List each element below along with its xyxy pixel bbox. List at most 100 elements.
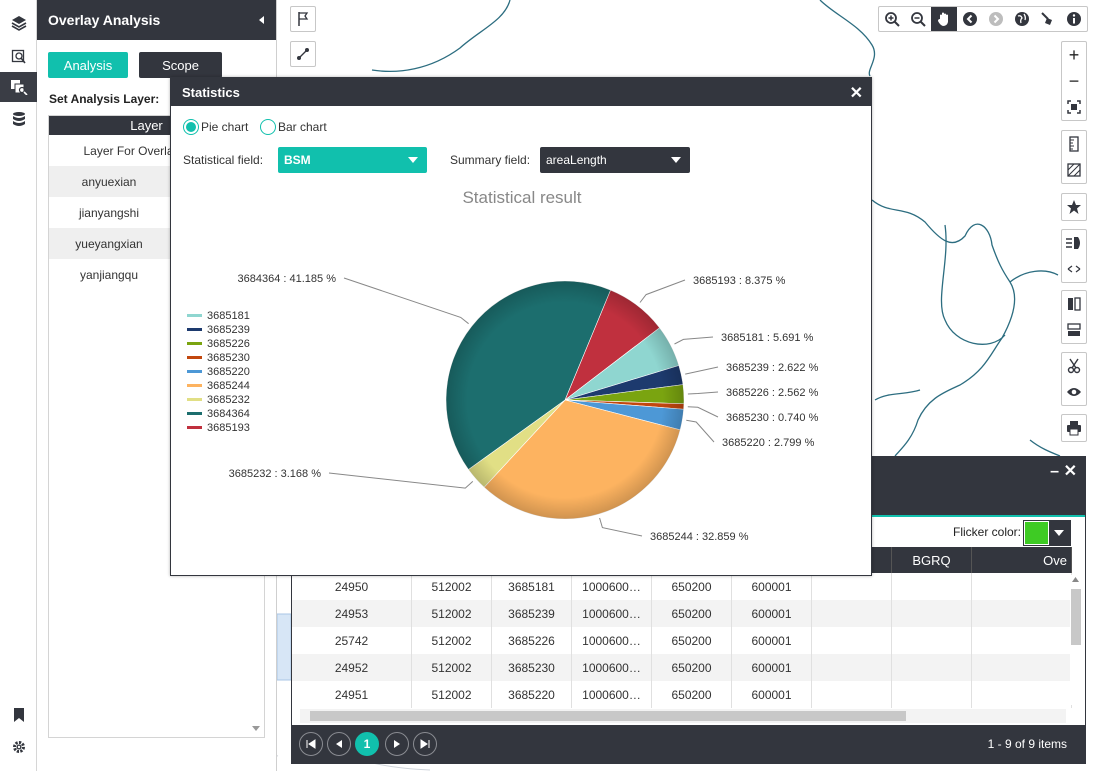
previous-page-button[interactable] [327, 732, 351, 756]
table-cell: 3685230 [492, 654, 572, 681]
table-cell: 512002 [412, 627, 492, 654]
next-page-button[interactable] [385, 732, 409, 756]
scope-tab-button[interactable]: Scope [139, 52, 222, 78]
legend-label[interactable]: 3685239 [207, 324, 250, 336]
flicker-color-picker[interactable] [1023, 520, 1071, 546]
table-cell [812, 573, 892, 600]
zoom-in-icon[interactable] [879, 7, 905, 31]
pan-hand-icon[interactable] [931, 7, 957, 31]
pie-leader-line [674, 336, 714, 345]
first-page-button[interactable] [299, 732, 323, 756]
layers-icon[interactable] [0, 8, 37, 38]
layer-compare-icon[interactable] [1062, 317, 1086, 343]
minimize-icon[interactable]: – [1050, 463, 1059, 480]
horizontal-scrollbar[interactable] [300, 709, 1066, 723]
layer-list-item[interactable]: jianyangshi [78, 205, 140, 220]
flicker-color-swatch[interactable] [1025, 522, 1048, 544]
legend-label[interactable]: 3685220 [207, 366, 250, 378]
bar-chart-radio[interactable]: Bar chart [260, 119, 327, 135]
pie-data-label: 3685226 : 2.562 % [726, 387, 819, 399]
legend-swatch[interactable] [187, 342, 202, 345]
table-row[interactable]: 25742 512002 3685226 1000600… 650200 600001 [292, 627, 1072, 654]
horizontal-scroll-thumb[interactable] [310, 711, 906, 721]
close-statistics-icon[interactable]: ✕ [849, 85, 863, 102]
vertical-scroll-thumb[interactable] [1071, 589, 1081, 645]
scroll-up-arrow-icon[interactable] [1072, 577, 1079, 582]
clear-broom-icon[interactable] [1035, 7, 1061, 31]
close-attribute-table-icon[interactable]: ✕ [1063, 463, 1077, 480]
legend-label[interactable]: 3685230 [207, 352, 250, 364]
pie-chart-radio[interactable]: Pie chart [183, 119, 248, 135]
bookmark-icon[interactable] [0, 700, 37, 730]
current-page-button[interactable]: 1 [355, 732, 379, 756]
legend-label[interactable]: 3685244 [207, 380, 250, 392]
vertical-scrollbar[interactable] [1070, 575, 1081, 705]
table-cell: 650200 [652, 681, 732, 708]
scroll-down-arrow-icon[interactable] [252, 726, 260, 731]
legend-swatch[interactable] [187, 370, 202, 373]
flag-tool-button[interactable] [290, 6, 316, 32]
measure-distance-button[interactable] [290, 41, 316, 67]
pie-data-label: 3685239 : 2.622 % [726, 362, 819, 374]
swipe-arrows-icon[interactable] [1062, 256, 1086, 282]
database-icon[interactable] [0, 104, 37, 134]
ruler-icon[interactable] [1062, 131, 1086, 157]
table-cell: 25742 [292, 627, 412, 654]
radio-selected-icon[interactable] [183, 119, 199, 135]
query-icon[interactable] [0, 42, 37, 72]
statistical-field-select[interactable]: BSM [278, 147, 427, 173]
radio-unselected-icon[interactable] [260, 119, 276, 135]
legend-label[interactable]: 3685181 [207, 310, 250, 322]
legend-label[interactable]: 3685193 [207, 422, 250, 434]
table-cell: 512002 [412, 573, 492, 600]
zoom-out-icon[interactable] [905, 7, 931, 31]
legend-swatch[interactable] [187, 328, 202, 331]
eye-icon[interactable] [1062, 379, 1086, 405]
legend-icon[interactable] [1062, 230, 1086, 256]
table-cell: 650200 [652, 627, 732, 654]
overlay-analysis-icon[interactable] [0, 72, 37, 102]
statistics-dialog-header: Statistics ✕ [171, 78, 871, 106]
scissors-icon[interactable] [1062, 353, 1086, 379]
measure-area-icon[interactable] [1062, 157, 1086, 183]
layer-list-item[interactable]: yanjiangqu [79, 267, 139, 282]
previous-extent-icon[interactable] [957, 7, 983, 31]
legend-swatch[interactable] [187, 314, 202, 317]
print-icon[interactable] [1062, 415, 1086, 441]
split-screen-icon[interactable] [1062, 291, 1086, 317]
zoom-plus-button[interactable]: + [1068, 44, 1080, 65]
table-cell [892, 600, 972, 627]
legend-swatch[interactable] [187, 398, 202, 401]
legend-label[interactable]: 3685232 [207, 394, 250, 406]
star-icon[interactable] [1062, 194, 1086, 220]
column-header-ove[interactable]: Ove [972, 547, 1072, 573]
legend-swatch[interactable] [187, 384, 202, 387]
fit-extent-icon[interactable] [1062, 94, 1086, 120]
next-extent-icon[interactable] [983, 7, 1009, 31]
summary-field-select[interactable]: areaLength [540, 147, 690, 173]
last-page-button[interactable] [413, 732, 437, 756]
table-cell: 24950 [292, 573, 412, 600]
statistics-dialog-title: Statistics [182, 84, 240, 100]
table-row[interactable]: 24952 512002 3685230 1000600… 650200 600001 [292, 654, 1072, 681]
legend-swatch[interactable] [187, 356, 202, 359]
legend-swatch[interactable] [187, 412, 202, 415]
legend-label[interactable]: 3684364 [207, 408, 250, 420]
table-row[interactable]: 24951 512002 3685220 1000600… 650200 600001 [292, 681, 1072, 708]
table-row[interactable]: 24950 512002 3685181 1000600… 650200 600001 [292, 573, 1072, 600]
chevron-down-icon[interactable] [1048, 521, 1070, 545]
column-header-bgrq[interactable]: BGRQ [892, 547, 972, 573]
info-icon[interactable] [1061, 7, 1087, 31]
pie-leader-line [686, 419, 715, 443]
legend-swatch[interactable] [187, 426, 202, 429]
favorites-tool-group [1061, 193, 1087, 221]
zoom-minus-button[interactable]: − [1068, 70, 1080, 91]
table-row[interactable]: 24953 512002 3685239 1000600… 650200 600001 [292, 600, 1072, 627]
settings-gear-icon[interactable] [0, 732, 37, 762]
table-cell: 600001 [732, 573, 812, 600]
analysis-tab-button[interactable]: Analysis [48, 52, 128, 78]
full-extent-globe-icon[interactable] [1009, 7, 1035, 31]
legend-label[interactable]: 3685226 [207, 338, 250, 350]
collapse-panel-icon[interactable] [259, 16, 264, 24]
layer-list-item[interactable]: Layer For Overlay [83, 143, 180, 158]
